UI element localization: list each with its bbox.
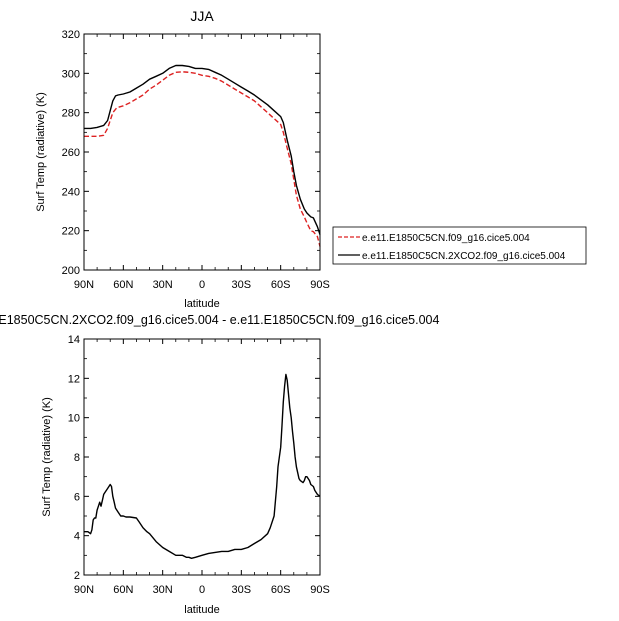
bottom-xtick-label: 60S xyxy=(271,584,291,596)
top-xtick-label: 60S xyxy=(271,279,291,291)
bottom-chart-xlabel: latitude xyxy=(184,604,219,616)
bottom-chart-ticks: 90N 60N 30N 0 30S 60S 90S 2 4 6 8 10 12 14 xyxy=(68,334,330,596)
top-ytick-label: 300 xyxy=(62,68,80,80)
bottom-xtick-label: 0 xyxy=(199,584,205,596)
top-chart-ticks: 90N 60N 30N 0 30S 60S 90S 200 220 240 260 280 300 320 xyxy=(62,29,330,291)
bottom-ytick-label: 14 xyxy=(68,334,80,346)
top-ytick-label: 280 xyxy=(62,108,80,120)
top-chart-lines xyxy=(84,64,321,247)
top-xtick-label: 30N xyxy=(153,279,173,291)
bottom-chart-title: e.e11.E1850C5CN.2XCO2.f09_g16.cice5.004 … xyxy=(0,313,439,327)
bottom-chart-lines xyxy=(84,373,321,559)
top-ytick-label: 200 xyxy=(62,265,80,277)
top-series-line-0 xyxy=(84,71,321,247)
bottom-series-line-0 xyxy=(84,373,321,559)
bottom-ytick-label: 2 xyxy=(74,570,80,582)
legend: e.e11.E1850C5CN.f09_g16.cice5.004 e.e11.… xyxy=(332,226,587,265)
bottom-xtick-label: 60N xyxy=(113,584,133,596)
bottom-chart-frame xyxy=(83,338,321,576)
top-xtick-label: 0 xyxy=(199,279,205,291)
top-series-line-1 xyxy=(84,64,321,235)
bottom-ytick-label: 4 xyxy=(74,531,80,543)
top-xtick-label: 30S xyxy=(232,279,252,291)
bottom-xtick-label: 90N xyxy=(74,584,94,596)
legend-box xyxy=(332,226,587,265)
bottom-chart-ylabel: Surf Temp (radiative) (K) xyxy=(41,397,53,517)
top-xtick-label: 90N xyxy=(74,279,94,291)
top-xtick-label: 90S xyxy=(310,279,330,291)
top-xtick-label: 60N xyxy=(113,279,133,291)
top-ytick-label: 220 xyxy=(62,226,80,238)
top-ytick-label: 260 xyxy=(62,147,80,159)
legend-label-2xco2: e.e11.E1850C5CN.2XCO2.f09_g16.cice5.004 xyxy=(362,251,566,262)
bottom-xtick-label: 90S xyxy=(310,584,330,596)
top-ytick-label: 320 xyxy=(62,29,80,41)
bottom-ytick-label: 8 xyxy=(74,452,80,464)
legend-label-control: e.e11.E1850C5CN.f09_g16.cice5.004 xyxy=(362,233,530,244)
bottom-xtick-label: 30S xyxy=(232,584,252,596)
bottom-ytick-label: 6 xyxy=(74,491,80,503)
bottom-xtick-label: 30N xyxy=(153,584,173,596)
top-chart-ylabel: Surf Temp (radiative) (K) xyxy=(35,92,47,212)
top-ytick-label: 240 xyxy=(62,186,80,198)
bottom-ytick-label: 10 xyxy=(68,413,80,425)
top-chart-title: JJA xyxy=(190,8,214,24)
top-chart-xlabel: latitude xyxy=(184,298,219,310)
top-chart-frame xyxy=(83,33,321,271)
bottom-ytick-label: 12 xyxy=(68,373,80,385)
